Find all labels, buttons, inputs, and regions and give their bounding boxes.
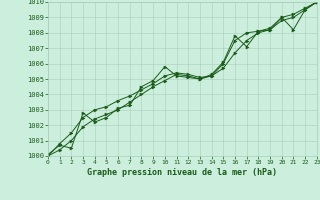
X-axis label: Graphe pression niveau de la mer (hPa): Graphe pression niveau de la mer (hPa) [87,168,277,177]
